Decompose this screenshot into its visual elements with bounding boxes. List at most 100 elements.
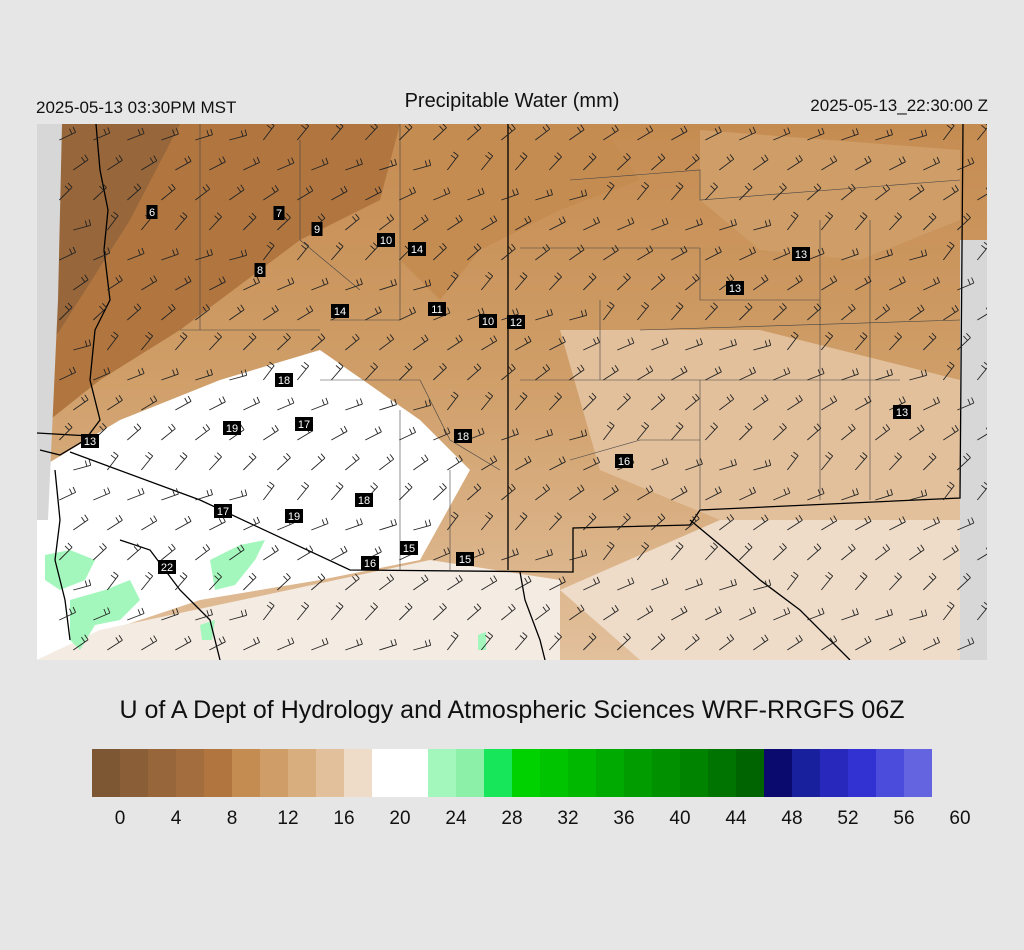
colorbar-swatch [652,749,680,797]
precipitable-water-map: 6 7 9 10 14 8 14 11 10 12 13 13 18 19 17 18 13 13 16 18 17 19… [37,124,987,660]
colorbar-swatch [260,749,288,797]
colorbar-tick-label: 16 [333,808,355,829]
colorbar-swatch [848,749,876,797]
colorbar-tick-label: 56 [893,808,915,829]
station-value: 13 [84,436,96,448]
station-value: 18 [358,495,370,507]
pw-field-se [560,520,960,660]
station-marker: 12 [507,315,525,329]
station-marker: 14 [331,304,349,318]
colorbar-swatch [512,749,540,797]
colorbar-tick-label: 36 [613,808,635,829]
colorbar-swatch [232,749,260,797]
station-value: 11 [431,304,442,316]
colorbar-swatch [176,749,204,797]
model-credit: U of A Dept of Hydrology and Atmospheric… [119,696,905,724]
station-value: 13 [795,249,807,261]
station-marker: 11 [428,302,446,316]
colorbar-tick-label: 8 [226,808,238,829]
out-of-domain-east [960,240,987,660]
station-value: 17 [217,506,229,518]
station-marker: 9 [311,222,323,236]
colorbar-swatch [596,749,624,797]
station-marker: 10 [377,233,395,247]
colorbar-swatch [316,749,344,797]
colorbar-labels: 0 4 8 12 16 20 24 28 32 36 40 44 48 52 56 60 [0,808,1024,838]
colorbar-swatch [540,749,568,797]
station-value: 14 [334,306,346,318]
pw-field-east [560,330,960,520]
colorbar-swatch [428,749,456,797]
colorbar-swatch [568,749,596,797]
colorbar-swatch [288,749,316,797]
station-marker: 19 [285,509,303,523]
colorbar [92,749,932,797]
colorbar-swatch [400,749,428,797]
station-value: 13 [729,283,741,295]
colorbar-tick-label: 28 [501,808,523,829]
station-value: 7 [276,208,282,220]
station-marker: 17 [295,417,313,431]
station-marker: 13 [792,247,810,261]
colorbar-swatch [120,749,148,797]
out-of-domain-west [37,124,62,520]
colorbar-swatch [680,749,708,797]
colorbar-swatch [344,749,372,797]
colorbar-swatch [708,749,736,797]
station-marker: 16 [615,454,633,468]
colorbar-swatch [456,749,484,797]
station-value: 12 [510,317,522,329]
colorbar-swatch [736,749,764,797]
station-value: 6 [149,207,155,219]
colorbar-tick-label: 24 [445,808,467,829]
station-marker: 8 [254,263,266,277]
colorbar-swatch [792,749,820,797]
station-value: 22 [161,562,173,574]
station-marker: 18 [355,493,373,507]
station-value: 10 [380,235,392,247]
map-canvas: 6 7 9 10 14 8 14 11 10 12 13 13 18 19 17 18 13 13 16 18 17 19… [37,124,987,660]
station-value: 15 [403,543,415,555]
station-value: 16 [364,558,376,570]
colorbar-tick-label: 4 [170,808,182,829]
colorbar-swatch [820,749,848,797]
colorbar-swatch [204,749,232,797]
pw-patch-24-a [45,550,95,590]
station-value: 13 [896,407,908,419]
station-value: 14 [411,244,423,256]
station-value: 16 [618,456,630,468]
colorbar-tick-label: 20 [389,808,411,829]
station-value: 9 [314,224,320,236]
pw-patch-24-e [478,632,486,650]
station-value: 18 [278,375,290,387]
pw-field-moist-sw [37,350,470,660]
colorbar-swatch [148,749,176,797]
wind-barbs [59,124,987,651]
station-marker: 16 [361,556,379,570]
pw-field-ne [700,130,960,260]
colorbar-tick-label: 60 [949,808,971,829]
station-marker: 17 [214,504,232,518]
pw-field-driest [37,124,180,360]
map-title: Precipitable Water (mm) [404,90,620,112]
colorbar-tick-label: 44 [725,808,747,829]
colorbar-swatch [764,749,792,797]
station-value: 17 [298,419,310,431]
colorbar-tick-label: 0 [114,808,126,829]
station-marker: 13 [81,434,99,448]
station-marker: 7 [273,206,285,220]
station-markers: 6 7 9 10 14 8 14 11 10 12 13 13 18 19 17 18 13 13 16 18 17 19… [81,205,911,574]
colorbar-swatch [624,749,652,797]
station-marker: 14 [408,242,426,256]
state-boundaries [37,124,964,660]
station-marker: 15 [400,541,418,555]
station-marker: 15 [456,552,474,566]
colorbar-tick-label: 52 [837,808,859,829]
station-value: 10 [482,316,494,328]
station-marker: 18 [454,429,472,443]
pw-field-dry-central [400,124,640,300]
station-marker: 13 [726,281,744,295]
station-value: 8 [257,265,263,277]
pw-patch-24-c [210,540,265,590]
utc-time-label: 2025-05-13_22:30:00 Z [810,96,988,115]
